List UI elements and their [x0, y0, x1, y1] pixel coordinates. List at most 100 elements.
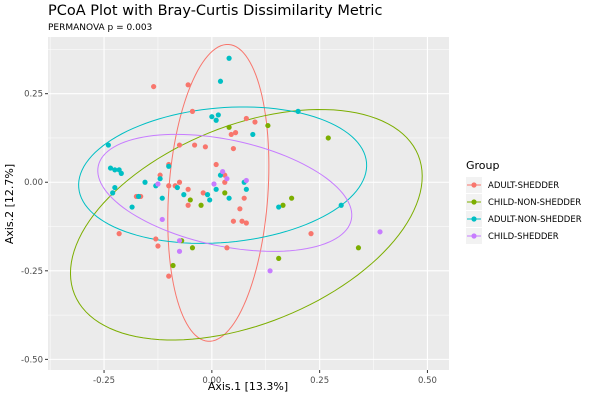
point-child-non-shedder	[226, 124, 232, 130]
point-adult-shedder	[185, 186, 191, 192]
point-adult-shedder	[252, 119, 258, 125]
point-adult-non-shedder	[142, 179, 148, 185]
y-axis-ticks: -0.50 -0.25 0.00 0.25	[21, 90, 48, 365]
point-adult-non-shedder	[204, 192, 211, 198]
point-child-non-shedder	[355, 245, 362, 251]
point-adult-shedder	[232, 130, 239, 136]
point-child-shedder	[159, 216, 165, 223]
legend-key-point	[471, 216, 477, 222]
chart-title: PCoA Plot with Bray-Curtis Dissimilarity…	[48, 3, 383, 19]
point-child-shedder	[220, 169, 226, 175]
minor-grid	[48, 37, 449, 370]
y-tick-label: -0.25	[21, 267, 43, 277]
legend: Group ADULT-SHEDDER CHILD-NON-SHEDDER ADUL…	[466, 159, 582, 244]
point-adult-shedder	[239, 218, 245, 224]
point-child-shedder	[176, 238, 183, 244]
point-adult-non-shedder	[243, 186, 249, 192]
point-adult-shedder	[213, 161, 219, 168]
point-adult-shedder	[153, 236, 159, 242]
x-axis-label: Axis.1 [13.3%]	[208, 380, 288, 393]
point-adult-non-shedder	[213, 186, 219, 192]
point-child-non-shedder	[187, 197, 193, 203]
point-adult-shedder	[185, 202, 191, 208]
point-adult-shedder	[185, 82, 191, 88]
point-adult-non-shedder	[135, 193, 142, 200]
point-adult-shedder	[228, 131, 234, 138]
point-child-shedder	[267, 268, 273, 274]
point-adult-non-shedder	[207, 197, 213, 203]
point-adult-shedder	[192, 142, 198, 148]
point-adult-shedder	[241, 195, 247, 201]
point-adult-non-shedder	[112, 167, 118, 173]
legend-label: CHILD-SHEDDER	[488, 232, 559, 242]
point-adult-non-shedder	[159, 195, 165, 201]
point-adult-non-shedder	[250, 131, 256, 138]
chart-subtitle: PERMANOVA p = 0.003	[48, 23, 153, 33]
point-adult-shedder	[155, 243, 161, 249]
y-tick-label: 0.00	[24, 178, 43, 188]
ellipse-child-shedder	[97, 133, 353, 252]
x-tick-label: -0.25	[93, 376, 115, 386]
legend-key-point	[471, 233, 477, 239]
point-child-non-shedder	[325, 135, 331, 141]
point-adult-shedder	[166, 183, 172, 189]
point-adult-non-shedder	[105, 142, 111, 148]
point-adult-non-shedder	[112, 184, 118, 191]
point-child-non-shedder	[289, 195, 295, 201]
point-adult-shedder	[230, 145, 237, 152]
legend-label: ADULT-SHEDDER	[488, 181, 559, 191]
point-adult-non-shedder	[157, 176, 163, 182]
point-child-shedder	[243, 177, 249, 184]
point-adult-non-shedder	[295, 108, 301, 114]
legend-label: CHILD-NON-SHEDDER	[488, 198, 581, 208]
point-adult-shedder	[200, 190, 206, 196]
point-adult-non-shedder	[226, 55, 232, 61]
point-adult-shedder	[189, 108, 196, 114]
point-adult-non-shedder	[276, 204, 282, 210]
point-adult-shedder	[151, 83, 157, 90]
point-adult-non-shedder	[213, 117, 219, 123]
point-adult-non-shedder	[217, 78, 224, 84]
point-adult-non-shedder	[129, 204, 135, 210]
point-child-non-shedder	[189, 245, 196, 251]
plot-panel	[48, 37, 449, 370]
point-adult-shedder	[243, 115, 249, 122]
point-adult-non-shedder	[110, 190, 116, 196]
point-adult-shedder	[202, 144, 208, 150]
point-adult-shedder	[116, 231, 122, 237]
data-points	[105, 55, 383, 279]
point-adult-non-shedder	[226, 195, 232, 201]
point-adult-non-shedder	[107, 165, 114, 171]
point-child-shedder	[377, 229, 383, 235]
point-adult-non-shedder	[209, 114, 215, 120]
point-adult-non-shedder	[338, 202, 344, 208]
y-tick-label: -0.50	[21, 355, 43, 365]
point-adult-non-shedder	[166, 163, 172, 169]
point-child-non-shedder	[198, 202, 204, 208]
point-child-non-shedder	[276, 255, 282, 262]
point-adult-shedder	[176, 179, 183, 185]
point-adult-non-shedder	[181, 192, 187, 198]
legend-key-point	[471, 199, 477, 205]
legend-label: ADULT-NON-SHEDDER	[488, 215, 582, 225]
legend-title: Group	[466, 159, 500, 172]
point-adult-non-shedder	[215, 112, 221, 118]
point-child-non-shedder	[280, 202, 286, 208]
point-adult-shedder	[166, 273, 172, 279]
point-child-non-shedder	[170, 262, 176, 269]
confidence-ellipses	[69, 43, 423, 342]
ellipse-adult-non-shedder	[78, 106, 368, 244]
point-child-shedder	[176, 248, 183, 254]
point-child-non-shedder	[265, 122, 271, 129]
y-tick-label: 0.25	[24, 90, 43, 100]
legend-key-point	[471, 182, 477, 188]
x-tick-label: 0.00	[202, 376, 221, 386]
point-adult-shedder	[176, 142, 183, 148]
point-child-non-shedder	[222, 190, 228, 196]
y-axis-label: Axis.2 [12.7%]	[3, 164, 16, 244]
point-adult-non-shedder	[118, 170, 124, 176]
point-adult-shedder	[308, 231, 314, 237]
point-adult-non-shedder	[174, 184, 180, 191]
x-tick-label: 0.25	[310, 376, 329, 386]
